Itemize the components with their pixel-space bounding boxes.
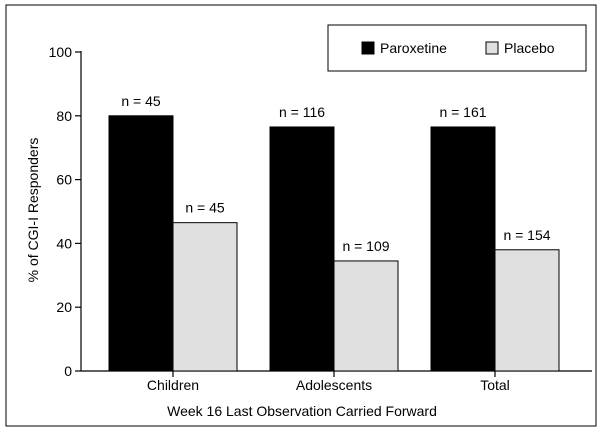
y-tick-label: 0 (64, 363, 72, 379)
y-tick-label: 100 (49, 44, 73, 60)
data-label: n = 45 (121, 93, 161, 109)
legend-swatch-placebo (485, 41, 499, 55)
frame-border (5, 4, 597, 427)
y-tick-label: 80 (56, 108, 72, 124)
bar-placebo-children (172, 222, 238, 372)
legend-swatch-paroxetine (361, 41, 375, 55)
y-axis-label: % of CGI-I Responders (25, 138, 41, 283)
bar-placebo-total (494, 249, 560, 372)
x-tick-label: Children (147, 377, 199, 393)
y-tick-label: 60 (56, 172, 72, 188)
legend-label-placebo: Placebo (504, 40, 555, 56)
bar-placebo-adolescents (333, 260, 399, 372)
data-label: n = 161 (439, 104, 486, 120)
data-label: n = 116 (279, 104, 325, 120)
x-tick-label: Total (480, 377, 510, 393)
bar-paroxetine-total (430, 126, 496, 372)
data-label: n = 45 (185, 200, 225, 216)
plot-area: 0 20 40 60 80 100 Children n = 45 n = 45 Adolesce… (49, 44, 592, 393)
data-label: n = 154 (503, 227, 550, 243)
x-axis-label: Week 16 Last Observation Carried Forward (167, 403, 437, 419)
bar-paroxetine-children (108, 115, 174, 372)
y-tick-label: 40 (56, 235, 72, 251)
x-tick-label: Adolescents (296, 377, 372, 393)
data-label: n = 109 (342, 238, 389, 254)
legend-label-paroxetine: Paroxetine (380, 40, 447, 56)
bar-paroxetine-adolescents (269, 126, 335, 372)
y-tick-label: 20 (56, 299, 72, 315)
legend: Paroxetine Placebo (327, 24, 587, 72)
